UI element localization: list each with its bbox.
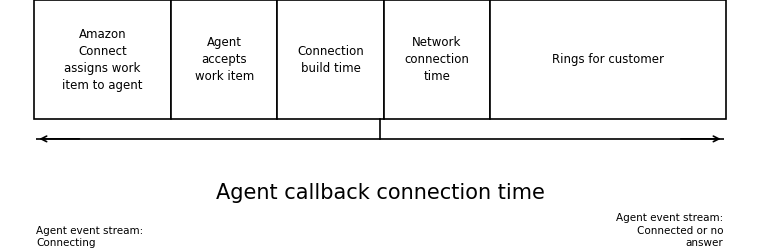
Bar <box>490 0 726 119</box>
Text: Connection
build time: Connection build time <box>297 45 364 74</box>
Bar <box>34 0 171 119</box>
Bar <box>384 0 490 119</box>
Text: Amazon
Connect
assigns work
item to agent: Amazon Connect assigns work item to agen… <box>62 28 143 92</box>
Text: Agent
accepts
work item: Agent accepts work item <box>195 36 254 83</box>
Bar <box>171 0 277 119</box>
Bar <box>277 0 384 119</box>
Text: Agent event stream:
Connecting: Agent event stream: Connecting <box>36 226 144 248</box>
Text: Agent event stream:
Connected or no
answer: Agent event stream: Connected or no answ… <box>616 213 724 248</box>
Text: Network
connection
time: Network connection time <box>404 36 470 83</box>
Text: Rings for customer: Rings for customer <box>552 53 664 66</box>
Text: Agent callback connection time: Agent callback connection time <box>216 184 544 203</box>
